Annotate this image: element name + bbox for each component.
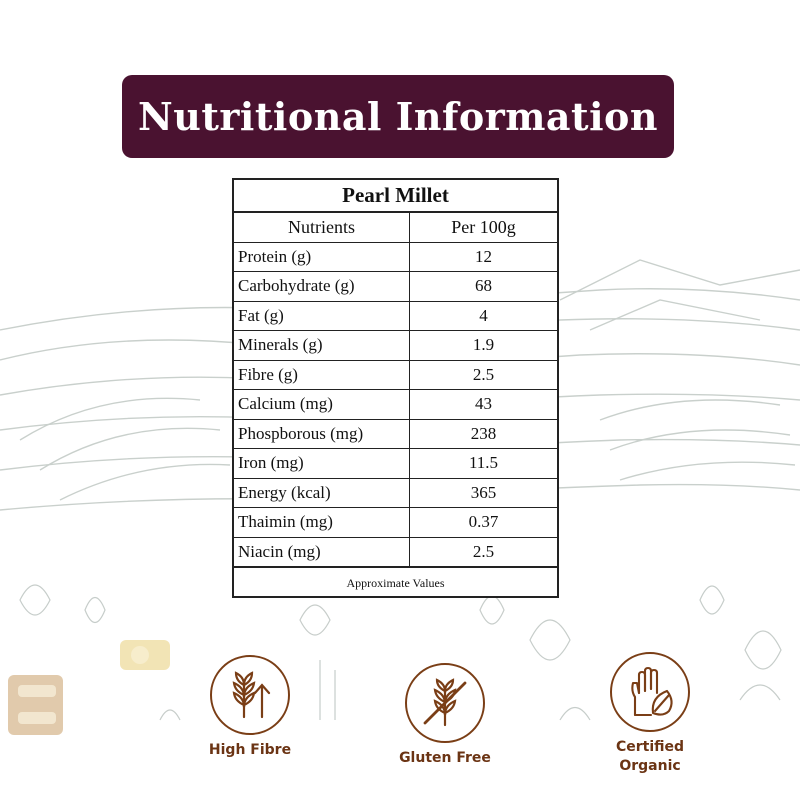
nutrient-name: Iron (mg) [234, 449, 410, 478]
badge-circle [610, 652, 690, 732]
nutrient-value: 0.37 [468, 512, 499, 532]
column-header-nutrients: Nutrients [234, 213, 410, 242]
table-row: Calcium (mg) 43 [234, 390, 557, 420]
table-row: Thaimin (mg) 0.37 [234, 508, 557, 538]
table-row: Protein (g) 12 [234, 242, 557, 272]
nutrient-name: Protein (g) [234, 242, 410, 271]
table-row: Fibre (g) 2.5 [234, 360, 557, 390]
title-banner: Nutritional Information [122, 75, 674, 158]
nutrient-value: 2.5 [472, 364, 495, 384]
nutrient-value: 1.9 [472, 335, 495, 355]
nutrient-name: Minerals (g) [234, 331, 410, 360]
nutrient-value: 12 [475, 246, 492, 266]
badge-gluten-free: Gluten Free [370, 663, 520, 768]
page-title: Nutritional Information [137, 94, 659, 139]
nutrient-name: Fibre (g) [234, 360, 410, 389]
table-row: Phospborous (mg) 238 [234, 419, 557, 449]
table-header-row: Nutrients Per 100g [234, 213, 557, 243]
badge-high-fibre: High Fibre [175, 655, 325, 760]
nutrition-table: Pearl Millet Nutrients Per 100g Protein … [232, 178, 559, 598]
table-row: Minerals (g) 1.9 [234, 331, 557, 361]
nutrient-value: 238 [470, 423, 497, 443]
badge-circle [405, 663, 485, 743]
badge-certified-organic: Certified Organic [575, 652, 725, 776]
nutrient-value: 4 [479, 305, 488, 325]
wheat-crossed-icon [423, 678, 467, 727]
table-footnote: Approximate Values [234, 566, 557, 598]
table-row: Fat (g) 4 [234, 301, 557, 331]
nutrient-name: Calcium (mg) [234, 390, 410, 419]
nutrient-name: Energy (kcal) [234, 478, 410, 507]
table-row: Carbohydrate (g) 68 [234, 272, 557, 302]
nutrient-name: Fat (g) [234, 301, 410, 330]
nutrient-value: 2.5 [472, 541, 495, 561]
nutrient-value: 68 [475, 276, 492, 296]
nutrient-name: Phospborous (mg) [234, 419, 410, 448]
badge-label: Certified Organic [615, 739, 685, 774]
nutrient-name: Thaimin (mg) [234, 508, 410, 537]
table-product-name: Pearl Millet [234, 180, 557, 213]
nutrient-name: Niacin (mg) [234, 537, 410, 566]
wheat-arrow-up-icon [232, 671, 271, 719]
badge-label: Gluten Free [399, 750, 491, 766]
nutrient-value: 365 [470, 482, 497, 502]
badge-circle [210, 655, 290, 735]
table-row: Iron (mg) 11.5 [234, 449, 557, 479]
badge-label: High Fibre [208, 742, 292, 758]
table-row: Niacin (mg) 2.5 [234, 537, 557, 567]
nutrient-value: 43 [475, 394, 492, 414]
nutrient-name: Carbohydrate (g) [234, 272, 410, 301]
column-header-per-100g: Per 100g [451, 216, 516, 237]
nutrient-value: 11.5 [468, 453, 499, 473]
table-row: Energy (kcal) 365 [234, 478, 557, 508]
hand-leaf-icon [631, 666, 673, 717]
